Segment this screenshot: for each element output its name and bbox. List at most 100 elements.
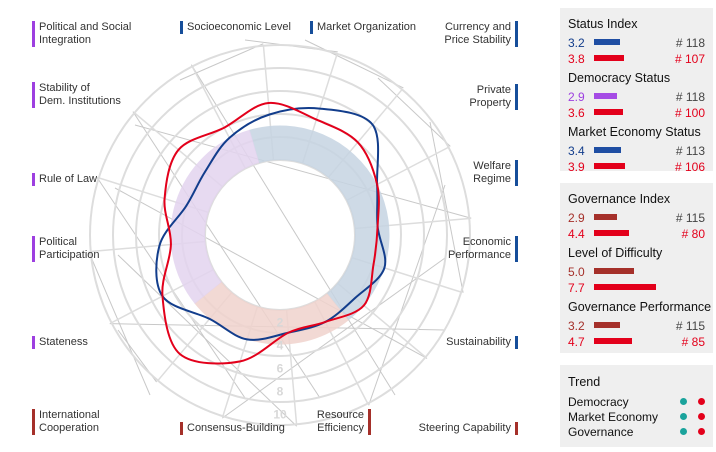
score-bar (594, 109, 623, 115)
ring-2 (158, 113, 402, 357)
score-value: 2.9 (568, 211, 585, 225)
axis-label-line: Stateness (39, 336, 88, 348)
axis-label-0: Political and Social Integration (32, 21, 131, 47)
score-row: 2.9 # 118 (568, 90, 705, 104)
score-row: 4.4 # 80 (568, 227, 705, 241)
category-band-1 (194, 281, 349, 345)
ring-3 (135, 90, 425, 380)
score-value: 3.6 (568, 106, 585, 120)
trend-panel: Trend Democracy Market Economy Governance (560, 365, 713, 447)
radar-chart: 2 4 6 8 10 (88, 39, 472, 427)
axis-label-11: Sustainability (446, 336, 518, 349)
panel-heading: Level of Difficulty (568, 246, 663, 260)
point-red-2 (356, 141, 359, 144)
axis-label-4: Stability of Dem. Institutions (32, 82, 121, 108)
score-row: 5.0 (568, 265, 705, 279)
axis-label-3: Currency and Price Stability (444, 21, 518, 47)
score-value: 5.0 (568, 265, 585, 279)
point-red-5 (372, 263, 375, 266)
rank-label: # 80 (681, 227, 705, 241)
point-blue-15 (228, 137, 231, 139)
leader-line-8 (117, 254, 298, 427)
point-red-3 (376, 183, 378, 186)
trend-label: Governance (568, 425, 634, 439)
point-blue-14 (204, 171, 206, 173)
scale-label-4: 4 (277, 339, 284, 353)
point-red-15 (223, 126, 225, 129)
leader-line-12 (88, 251, 151, 396)
leader-line-0 (179, 43, 264, 81)
ring-5 (89, 44, 471, 426)
axis-label-line: Dem. Institutions (39, 95, 121, 107)
point-blue-6 (354, 297, 356, 299)
score-value: 3.8 (568, 52, 585, 66)
trend-label: Market Economy (568, 410, 659, 424)
score-bar (594, 338, 632, 344)
axis-label-7: Welfare Regime (473, 160, 518, 186)
trend-dot-icon (698, 413, 705, 420)
score-bar (594, 230, 629, 236)
trend-dot-icon (698, 428, 705, 435)
trend-dot-icon (698, 398, 705, 405)
point-red-9 (239, 360, 241, 363)
score-row: 3.9 # 106 (568, 160, 705, 174)
score-bar (594, 322, 620, 328)
trend-title: Trend (568, 375, 601, 389)
panel-heading: Market Economy Status (568, 125, 701, 139)
point-red-7 (324, 321, 327, 323)
axis-label-line: Property (469, 97, 511, 109)
axis-label-line: Welfare (473, 160, 511, 172)
point-red-1 (315, 118, 318, 121)
score-bar (594, 55, 624, 61)
point-red-10 (179, 353, 181, 355)
rank-label: # 113 (675, 144, 705, 158)
score-value: 3.2 (568, 319, 585, 333)
scale-label-10: 10 (273, 408, 287, 422)
point-red-11 (161, 295, 164, 297)
ring-0 (204, 159, 356, 311)
axis-label-8: Political Participation (32, 236, 100, 262)
score-row: 3.2 # 115 (568, 319, 705, 333)
leader-line-14 (132, 111, 321, 399)
point-blue-0 (268, 113, 271, 116)
axis-label-line: Private (476, 84, 511, 96)
category-band-0 (248, 125, 390, 321)
axis-label-line: Economic (462, 236, 511, 248)
axis-label-14: Resource Efficiency (317, 409, 371, 435)
point-blue-5 (383, 267, 386, 269)
ring-4 (112, 67, 448, 403)
axis-label-line: Cooperation (39, 422, 99, 434)
score-bar (594, 214, 617, 220)
panel-heading: Democracy Status (568, 71, 671, 85)
score-row: 2.9 # 115 (568, 211, 705, 225)
panel-heading: Status Index (568, 17, 638, 31)
trend-row: Democracy (568, 395, 708, 409)
point-red-14 (177, 149, 180, 151)
rank-label: # 85 (681, 335, 705, 349)
axis-label-line: International (39, 409, 100, 421)
point-red-13 (163, 197, 166, 200)
axis-label-line: Political (39, 236, 77, 248)
panel-heading: Governance Index (568, 192, 671, 206)
leader-line-2 (304, 39, 404, 89)
score-bar (594, 147, 621, 153)
score-value: 3.4 (568, 144, 585, 158)
axis-label-line: Participation (39, 249, 100, 261)
score-row: 3.8 # 107 (568, 52, 705, 66)
axis-label-9: Economic Performance (448, 236, 518, 262)
point-red-12 (170, 243, 172, 246)
rank-label: # 115 (675, 319, 705, 333)
axis-label-line: Socioeconomic Level (187, 21, 291, 33)
axis-label-2: Market Organization (310, 21, 416, 34)
rank-label: # 107 (674, 52, 705, 66)
point-blue-1 (319, 107, 321, 110)
scale-label-8: 8 (277, 385, 284, 399)
axis-label-line: Price Stability (444, 34, 511, 46)
point-red-0 (267, 102, 270, 104)
score-bar (594, 39, 620, 45)
score-bar (594, 268, 634, 274)
score-row: 3.2 # 118 (568, 36, 705, 50)
point-blue-2 (371, 123, 374, 126)
rank-label: # 115 (675, 211, 705, 225)
axis-label-line: Consensus-Building (187, 422, 285, 434)
